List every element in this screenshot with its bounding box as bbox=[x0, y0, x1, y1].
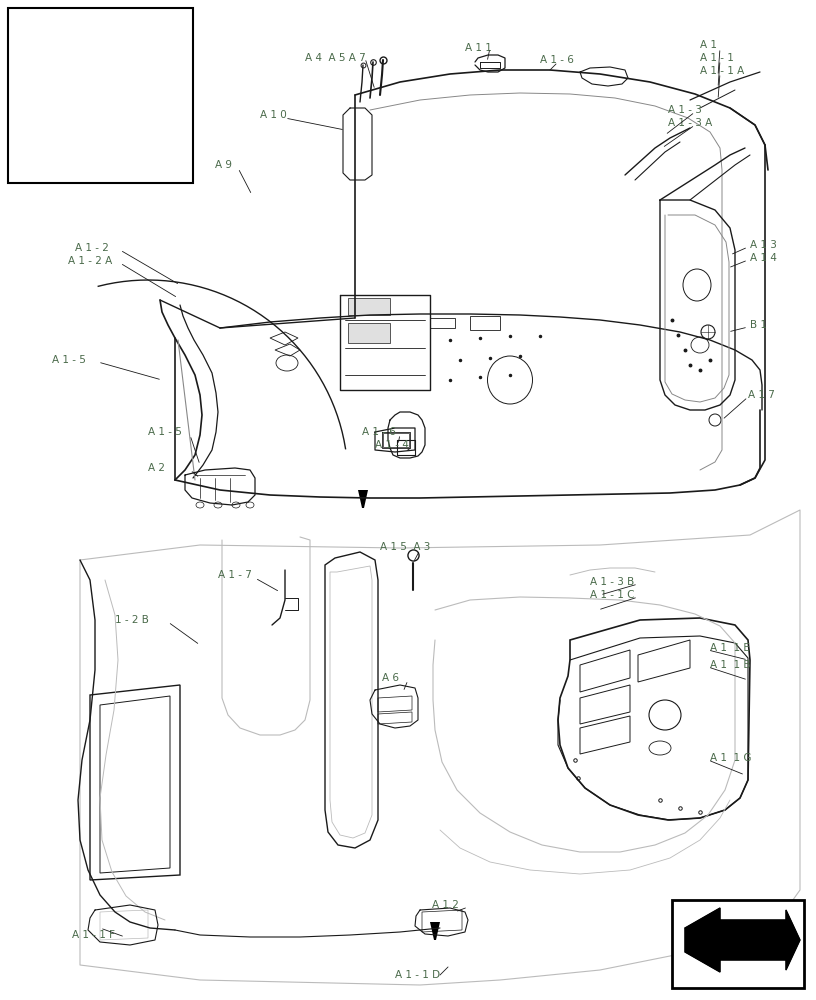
Text: A 1 - 6: A 1 - 6 bbox=[362, 427, 396, 437]
Text: A 1 - 3 A: A 1 - 3 A bbox=[668, 118, 712, 128]
Text: A 1 - 1: A 1 - 1 bbox=[700, 53, 734, 63]
Text: A 1 5  A 3: A 1 5 A 3 bbox=[380, 542, 430, 552]
Text: A 1  1 G: A 1 1 G bbox=[710, 753, 752, 763]
Polygon shape bbox=[18, 82, 173, 173]
Text: A 1 4: A 1 4 bbox=[750, 253, 777, 263]
Text: A 1  1 E: A 1 1 E bbox=[710, 643, 750, 653]
Text: A 1 - 3 B: A 1 - 3 B bbox=[590, 577, 634, 587]
Text: A 1 - 2 A: A 1 - 2 A bbox=[68, 256, 113, 266]
Polygon shape bbox=[348, 323, 390, 343]
Polygon shape bbox=[358, 490, 368, 508]
Text: A 1 - 1 C: A 1 - 1 C bbox=[590, 590, 635, 600]
Text: A 1 - 7: A 1 - 7 bbox=[218, 570, 252, 580]
Text: A 1  1 B: A 1 1 B bbox=[710, 660, 751, 670]
Text: B 1: B 1 bbox=[750, 320, 767, 330]
Text: A 9: A 9 bbox=[215, 160, 232, 170]
Bar bbox=[672, 900, 804, 988]
Text: A 1 - 4: A 1 - 4 bbox=[375, 440, 409, 450]
Polygon shape bbox=[90, 685, 180, 880]
Text: A 1 - 2: A 1 - 2 bbox=[75, 243, 109, 253]
Polygon shape bbox=[68, 108, 135, 153]
Text: A 1 2: A 1 2 bbox=[432, 900, 459, 910]
Text: A 2: A 2 bbox=[148, 463, 165, 473]
Text: A 1 - 1 A: A 1 - 1 A bbox=[700, 66, 744, 76]
Polygon shape bbox=[58, 138, 150, 165]
Polygon shape bbox=[25, 76, 170, 127]
Text: A 1: A 1 bbox=[700, 40, 717, 50]
Bar bbox=[8, 8, 193, 183]
Text: A 1 - 1 D: A 1 - 1 D bbox=[395, 970, 440, 980]
Polygon shape bbox=[430, 922, 440, 940]
Polygon shape bbox=[685, 908, 800, 972]
Text: A 1 7: A 1 7 bbox=[748, 390, 775, 400]
Text: A 1 - 3: A 1 - 3 bbox=[668, 105, 702, 115]
Text: A 1 1: A 1 1 bbox=[465, 43, 492, 53]
Text: A 1 - 6: A 1 - 6 bbox=[540, 55, 574, 65]
Text: A 1 - 5: A 1 - 5 bbox=[148, 427, 182, 437]
Polygon shape bbox=[558, 618, 750, 820]
Text: A 4  A 5 A 7: A 4 A 5 A 7 bbox=[305, 53, 366, 63]
Polygon shape bbox=[325, 552, 378, 848]
Text: A 1 3: A 1 3 bbox=[750, 240, 777, 250]
Text: A 1 0: A 1 0 bbox=[260, 110, 286, 120]
Text: A 1 - 1 F: A 1 - 1 F bbox=[72, 930, 115, 940]
Text: A 1 - 5: A 1 - 5 bbox=[52, 355, 86, 365]
Text: A 6: A 6 bbox=[382, 673, 399, 683]
Polygon shape bbox=[348, 298, 390, 315]
Text: 1 - 2 B: 1 - 2 B bbox=[115, 615, 149, 625]
